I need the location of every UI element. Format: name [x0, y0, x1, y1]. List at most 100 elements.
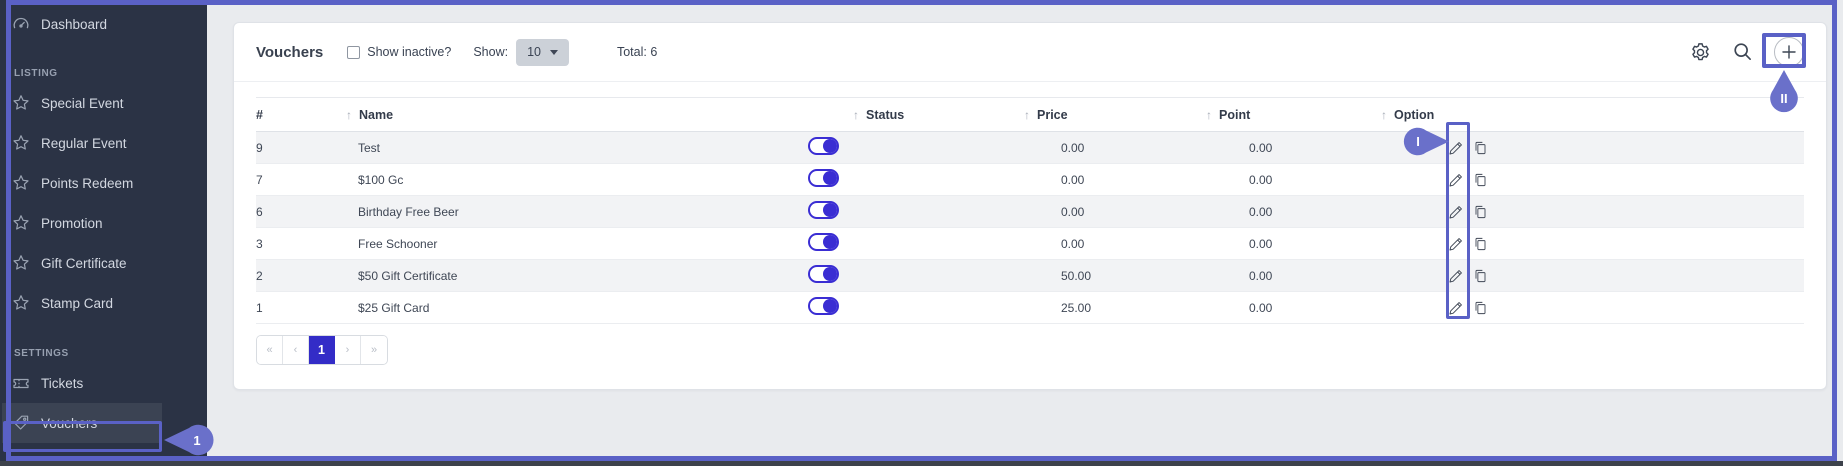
voucher-point: 0.00 — [1249, 268, 1273, 283]
voucher-name: $25 Gift Card — [358, 300, 430, 315]
toggle-knob — [823, 267, 837, 281]
column-header-point[interactable]: ↑ Point — [1206, 107, 1251, 122]
voucher-name: Birthday Free Beer — [358, 204, 459, 219]
table-row: 9 Test 0.00 0.00 — [256, 131, 1804, 164]
pencil-icon[interactable] — [1448, 236, 1464, 252]
search-icon[interactable] — [1732, 41, 1754, 63]
voucher-id: 7 — [256, 172, 263, 187]
copy-icon[interactable] — [1473, 204, 1488, 220]
sidebar-item-label: Tickets — [41, 375, 84, 391]
column-header-price[interactable]: ↑ Price — [1024, 107, 1068, 122]
table-row: 7 $100 Gc 0.00 0.00 — [256, 164, 1804, 196]
sidebar-item-vouchers[interactable]: Vouchers — [2, 403, 162, 443]
voucher-name: $50 Gift Certificate — [358, 268, 458, 283]
page-size-value: 10 — [527, 45, 541, 59]
sidebar: Dashboard LISTING Special Event Regular … — [0, 0, 207, 466]
sort-arrow-icon[interactable]: ↑ — [1206, 107, 1212, 122]
pencil-icon[interactable] — [1448, 268, 1464, 284]
pencil-icon[interactable] — [1448, 204, 1464, 220]
sidebar-item-stamp-card[interactable]: Stamp Card — [0, 283, 207, 323]
add-voucher-button[interactable] — [1774, 37, 1804, 67]
voucher-name: $100 Gc — [358, 172, 404, 187]
sidebar-item-promotion[interactable]: Promotion — [0, 203, 207, 243]
status-toggle[interactable] — [808, 201, 839, 219]
voucher-point: 0.00 — [1249, 140, 1273, 155]
copy-icon[interactable] — [1473, 236, 1488, 252]
toggle-knob — [823, 203, 837, 217]
status-toggle[interactable] — [808, 233, 839, 251]
toolbar-actions — [1689, 37, 1804, 67]
sort-arrow-icon[interactable]: ↑ — [1381, 107, 1387, 122]
main-content: Vouchers Show inactive? Show: 10 Total: … — [207, 0, 1843, 466]
pagination-next-button[interactable]: › — [335, 336, 361, 364]
voucher-price: 0.00 — [1061, 140, 1085, 155]
table-row: 1 $25 Gift Card 25.00 0.00 — [256, 292, 1804, 324]
chevron-down-icon — [549, 49, 558, 55]
toggle-knob — [823, 299, 837, 313]
pencil-icon[interactable] — [1448, 300, 1464, 316]
total-count: Total: 6 — [616, 45, 658, 59]
voucher-tag-icon — [12, 414, 30, 432]
pagination-last-button[interactable]: » — [361, 336, 387, 364]
gauge-icon — [12, 15, 30, 33]
vouchers-card: Vouchers Show inactive? Show: 10 Total: … — [233, 22, 1827, 390]
plus-icon — [1782, 45, 1796, 59]
show-inactive-checkbox[interactable] — [347, 45, 361, 59]
voucher-price: 0.00 — [1061, 204, 1085, 219]
column-header-option[interactable]: ↑ Option — [1381, 107, 1435, 122]
voucher-price: 0.00 — [1061, 172, 1085, 187]
vouchers-table: # ↑ Name ↑ Status ↑ Price ↑ Point ↑ Option 9 … — [256, 97, 1804, 324]
show-label: Show: — [473, 45, 509, 59]
pagination: « ‹ 1 › » — [256, 335, 388, 365]
sidebar-item-label: Dashboard — [41, 16, 108, 32]
pencil-icon[interactable] — [1448, 140, 1464, 156]
sort-arrow-icon[interactable]: ↑ — [853, 107, 859, 122]
sort-arrow-icon[interactable]: ↑ — [346, 107, 352, 122]
sidebar-item-regular-event[interactable]: Regular Event — [0, 123, 207, 163]
copy-icon[interactable] — [1473, 140, 1488, 156]
voucher-id: 9 — [256, 140, 263, 155]
table-row: 3 Free Schooner 0.00 0.00 — [256, 228, 1804, 260]
status-toggle[interactable] — [808, 169, 839, 187]
voucher-point: 0.00 — [1249, 172, 1273, 187]
page-size-dropdown[interactable]: 10 — [516, 38, 569, 66]
copy-icon[interactable] — [1473, 172, 1488, 188]
voucher-price: 0.00 — [1061, 236, 1085, 251]
sort-arrow-icon[interactable]: ↑ — [1024, 107, 1030, 122]
status-toggle[interactable] — [808, 265, 839, 283]
pencil-icon[interactable] — [1448, 172, 1464, 188]
pagination-first-button[interactable]: « — [257, 336, 283, 364]
sidebar-item-special-event[interactable]: Special Event — [0, 83, 207, 123]
status-toggle[interactable] — [808, 297, 839, 315]
star-icon — [12, 94, 30, 112]
voucher-id: 3 — [256, 236, 263, 251]
copy-icon[interactable] — [1473, 268, 1488, 284]
bottom-edge — [0, 461, 1843, 466]
column-header-id[interactable]: # — [256, 107, 263, 122]
pagination-page-1-button[interactable]: 1 — [309, 336, 335, 364]
voucher-id: 6 — [256, 204, 263, 219]
gear-icon[interactable] — [1689, 41, 1712, 64]
voucher-name: Test — [358, 140, 381, 155]
table-row: 2 $50 Gift Certificate 50.00 0.00 — [256, 259, 1804, 292]
sidebar-item-points-redeem[interactable]: Points Redeem — [0, 163, 207, 203]
copy-icon[interactable] — [1473, 300, 1488, 316]
sidebar-section-listing: LISTING — [14, 67, 58, 79]
pagination-prev-button[interactable]: ‹ — [283, 336, 309, 364]
sidebar-item-dashboard[interactable]: Dashboard — [0, 5, 207, 43]
ticket-icon — [12, 374, 30, 392]
sidebar-item-tickets[interactable]: Tickets — [0, 363, 207, 403]
star-icon — [12, 214, 30, 232]
status-toggle[interactable] — [808, 137, 839, 155]
star-icon — [12, 254, 30, 272]
show-inactive-control[interactable]: Show inactive? — [347, 45, 451, 59]
sidebar-item-gift-certificate[interactable]: Gift Certificate — [0, 243, 207, 283]
voucher-name: Free Schooner — [358, 236, 438, 251]
sidebar-item-label: Vouchers — [41, 415, 98, 431]
sidebar-item-label: Promotion — [41, 215, 103, 231]
column-header-name[interactable]: ↑ Name — [346, 107, 394, 122]
toggle-knob — [823, 235, 837, 249]
column-header-status[interactable]: ↑ Status — [853, 107, 905, 122]
table-header-row: # ↑ Name ↑ Status ↑ Price ↑ Point ↑ Option — [256, 97, 1804, 132]
star-icon — [12, 294, 30, 312]
